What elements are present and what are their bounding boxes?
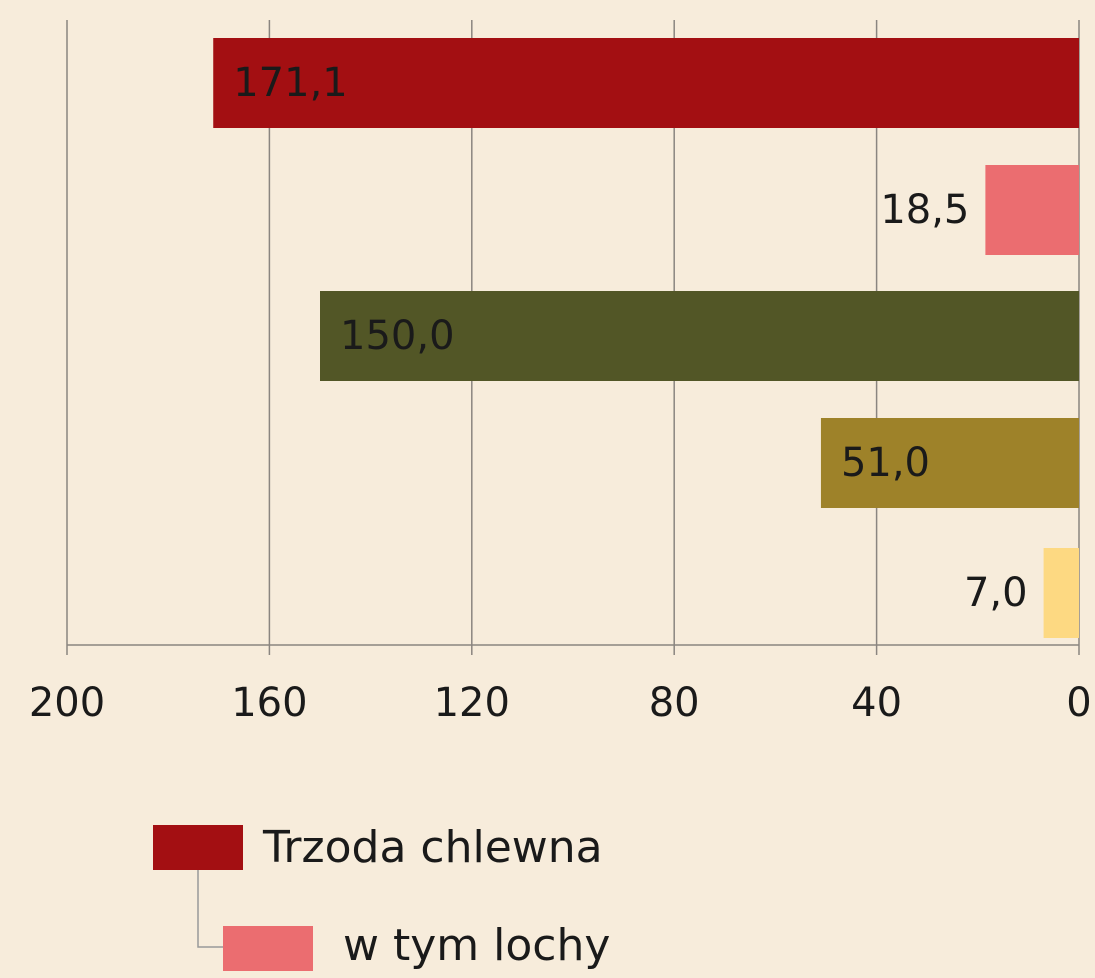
bar bbox=[820, 418, 1079, 508]
bar bbox=[320, 291, 1079, 381]
legend-connector bbox=[197, 870, 223, 948]
value-label: 171,1 bbox=[233, 60, 348, 106]
x-tick-label: 160 bbox=[231, 680, 307, 726]
legend-label: w tym lochy bbox=[343, 920, 610, 971]
legend-swatch bbox=[223, 926, 313, 971]
x-tick-label: 40 bbox=[851, 680, 902, 726]
legend-swatch bbox=[153, 825, 243, 870]
value-label: 18,5 bbox=[880, 187, 969, 233]
value-label: 150,0 bbox=[340, 313, 455, 359]
bar bbox=[213, 38, 1079, 128]
value-label: 7,0 bbox=[964, 570, 1028, 616]
value-label: 51,0 bbox=[841, 440, 930, 486]
x-tick-label: 200 bbox=[29, 680, 105, 726]
x-tick-label: 80 bbox=[649, 680, 700, 726]
bar bbox=[1043, 548, 1079, 638]
x-tick-label: 0 bbox=[1066, 680, 1091, 726]
bar bbox=[985, 165, 1079, 255]
legend-label: Trzoda chlewna bbox=[262, 822, 603, 873]
x-tick-label: 120 bbox=[434, 680, 510, 726]
